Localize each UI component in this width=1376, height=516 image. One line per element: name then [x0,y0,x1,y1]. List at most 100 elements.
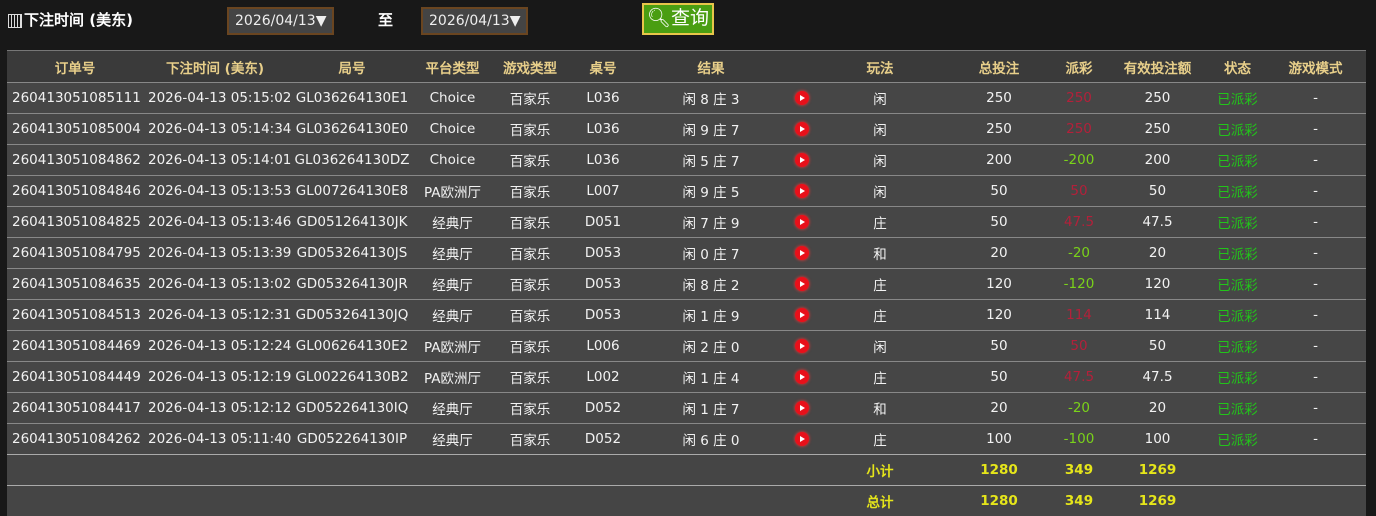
play-video-icon[interactable] [795,122,809,136]
valid-bet-cell: 50 [1105,331,1210,362]
round-id-cell: GD053264130JQ [287,300,417,331]
play-video-icon[interactable] [795,370,809,384]
bet-type-cell: 庄 [815,207,945,238]
table-no-cell: D053 [572,300,634,331]
replay-cell [788,83,815,114]
platform-cell: 经典厅 [417,424,488,455]
replay-cell [788,331,815,362]
bet-type-cell: 庄 [815,269,945,300]
total-payout: 349 [1053,486,1105,516]
payout-cell: -20 [1053,238,1105,269]
empty-cell [1210,455,1265,486]
bet-type-cell: 闲 [815,114,945,145]
round-id-cell: GD052264130IP [287,424,417,455]
order-id-cell: 260413051085111 [7,83,143,114]
status-cell: 已派彩 [1210,331,1265,362]
valid-bet-cell: 47.5 [1105,207,1210,238]
replay-cell [788,176,815,207]
game-type-cell: 百家乐 [488,207,572,238]
round-id-cell: GL036264130DZ [287,145,417,176]
play-video-icon[interactable] [795,308,809,322]
empty-cell [7,486,143,516]
column-header: 有效投注额 [1105,51,1210,83]
play-video-icon[interactable] [795,277,809,291]
subtotal-valid: 1269 [1105,455,1210,486]
round-id-cell: GL036264130E0 [287,114,417,145]
total-bet-cell: 50 [945,362,1053,393]
bet-time-cell: 2026-04-13 05:13:46 [143,207,287,238]
empty-cell [143,455,287,486]
empty-cell [1210,486,1265,516]
platform-cell: 经典厅 [417,393,488,424]
valid-bet-cell: 100 [1105,424,1210,455]
game-type-cell: 百家乐 [488,300,572,331]
round-id-cell: GL002264130B2 [287,362,417,393]
game-mode-cell: - [1265,424,1366,455]
empty-cell [1265,455,1366,486]
order-id-cell: 260413051084825 [7,207,143,238]
game-mode-cell: - [1265,331,1366,362]
game-type-cell: 百家乐 [488,176,572,207]
play-video-icon[interactable] [795,184,809,198]
payout-cell: 50 [1053,176,1105,207]
table-no-cell: D051 [572,207,634,238]
payout-cell: 250 [1053,83,1105,114]
game-mode-cell: - [1265,207,1366,238]
bet-time-cell: 2026-04-13 05:15:02 [143,83,287,114]
column-header: 总投注 [945,51,1053,83]
column-header: 平台类型 [417,51,488,83]
bet-time-cell: 2026-04-13 05:14:34 [143,114,287,145]
platform-cell: Choice [417,83,488,114]
round-id-cell: GD053264130JS [287,238,417,269]
status-cell: 已派彩 [1210,83,1265,114]
status-cell: 已派彩 [1210,176,1265,207]
game-type-cell: 百家乐 [488,238,572,269]
payout-cell: 114 [1053,300,1105,331]
total-bet: 1280 [945,486,1053,516]
game-mode-cell: - [1265,362,1366,393]
play-video-icon[interactable] [795,432,809,446]
payout-cell: 47.5 [1053,207,1105,238]
payout-cell: -120 [1053,269,1105,300]
round-id-cell: GD052264130IQ [287,393,417,424]
game-mode-cell: - [1265,114,1366,145]
empty-cell [572,455,634,486]
platform-cell: PA欧洲厅 [417,331,488,362]
bet-time-cell: 2026-04-13 05:13:02 [143,269,287,300]
play-video-icon[interactable] [795,91,809,105]
platform-cell: 经典厅 [417,238,488,269]
order-id-cell: 260413051084846 [7,176,143,207]
play-video-icon[interactable] [795,339,809,353]
table-no-cell: D053 [572,269,634,300]
game-mode-cell: - [1265,269,1366,300]
empty-cell [143,486,287,516]
play-video-icon[interactable] [795,215,809,229]
date-from-select[interactable]: 2026/04/13▼ [227,7,334,35]
order-id-cell: 260413051084635 [7,269,143,300]
valid-bet-cell: 250 [1105,83,1210,114]
empty-cell [417,455,488,486]
payout-cell: -100 [1053,424,1105,455]
empty-cell [7,455,143,486]
calendar-icon [8,14,22,28]
date-to-select[interactable]: 2026/04/13▼ [421,7,528,35]
bet-type-cell: 和 [815,393,945,424]
round-id-cell: GL036264130E1 [287,83,417,114]
play-video-icon[interactable] [795,401,809,415]
valid-bet-cell: 47.5 [1105,362,1210,393]
bet-time-label: 下注时间 (美东) [8,9,133,30]
play-video-icon[interactable] [795,246,809,260]
status-cell: 已派彩 [1210,362,1265,393]
game-type-cell: 百家乐 [488,269,572,300]
query-button[interactable]: 🔍︎查询 [642,3,714,35]
empty-cell [634,455,788,486]
play-video-icon[interactable] [795,153,809,167]
bet-type-cell: 闲 [815,331,945,362]
bet-records-table: 订单号下注时间 (美东)局号平台类型游戏类型桌号结果玩法总投注派彩有效投注额状态… [7,50,1366,516]
game-mode-cell: - [1265,238,1366,269]
total-bet-cell: 50 [945,207,1053,238]
result-cell: 闲 1 庄 4 [634,362,788,393]
